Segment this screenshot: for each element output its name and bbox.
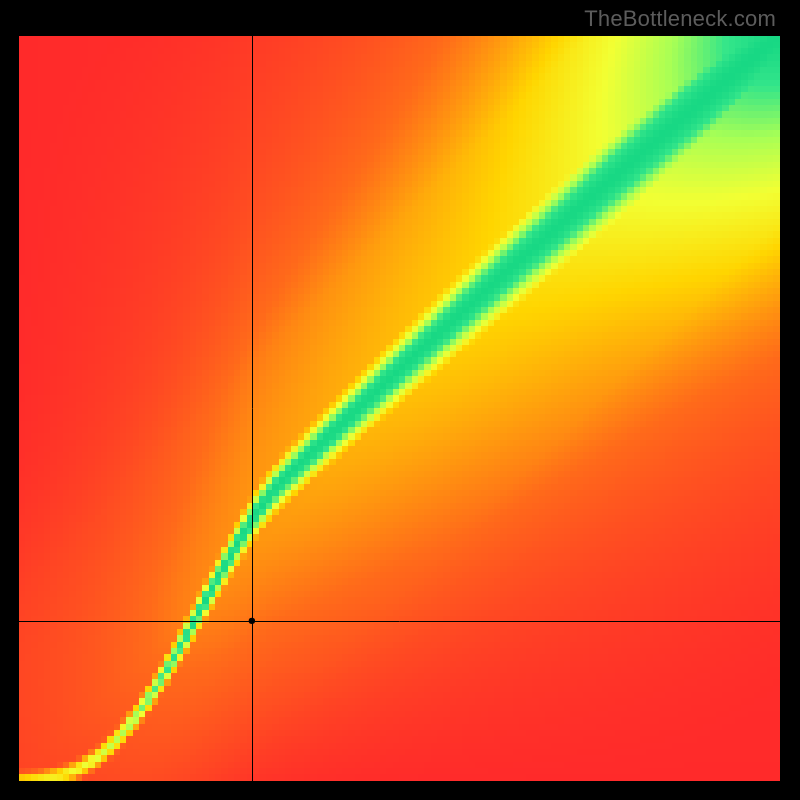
watermark-text: TheBottleneck.com bbox=[584, 6, 776, 32]
bottleneck-heatmap-canvas bbox=[19, 36, 780, 781]
heatmap-panel bbox=[19, 36, 780, 781]
figure-container: TheBottleneck.com bbox=[0, 0, 800, 800]
